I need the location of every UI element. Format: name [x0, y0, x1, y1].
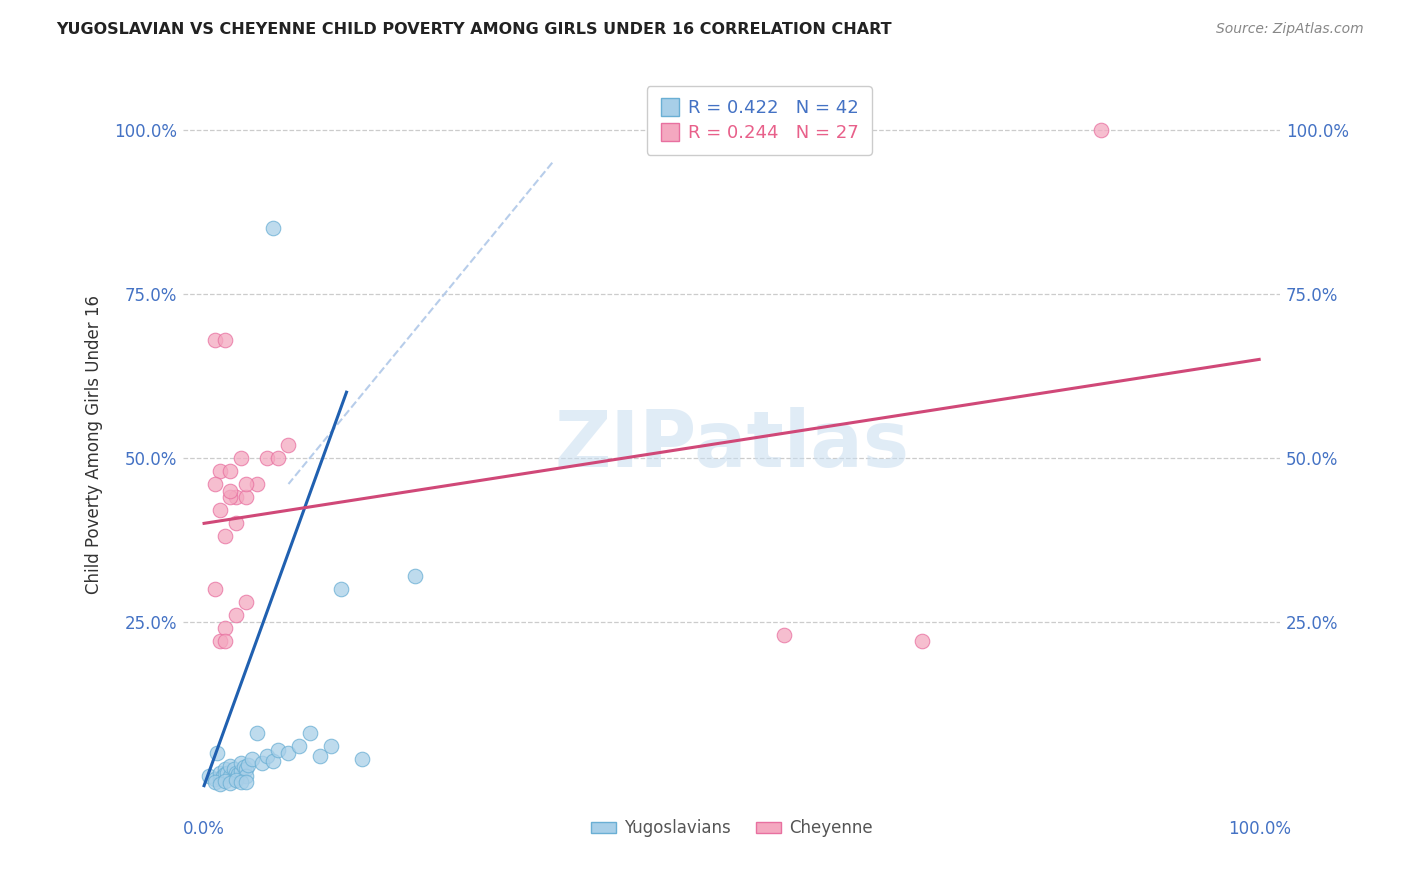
Point [298, 726, 321, 740]
Point [246, 477, 269, 491]
Point [240, 752, 263, 766]
Point [229, 775, 252, 789]
Point [319, 739, 342, 754]
Point [225, 765, 247, 780]
Point [214, 634, 236, 648]
Point [204, 477, 226, 491]
Point [208, 503, 231, 517]
Point [222, 762, 245, 776]
Point [225, 490, 247, 504]
Point [208, 464, 231, 478]
Point [404, 569, 426, 583]
Legend: Yugoslavians, Cheyenne: Yugoslavians, Cheyenne [583, 813, 879, 844]
Point [204, 775, 226, 789]
Point [208, 765, 231, 780]
Point [277, 437, 299, 451]
Point [214, 767, 236, 781]
Point [219, 490, 242, 504]
Point [225, 773, 247, 788]
Point [225, 771, 247, 785]
Point [219, 464, 242, 478]
Point [233, 760, 256, 774]
Point [229, 450, 252, 465]
Point [214, 621, 236, 635]
Point [235, 477, 257, 491]
Point [238, 757, 260, 772]
Point [267, 742, 290, 756]
Point [256, 450, 278, 465]
Point [219, 759, 242, 773]
Point [277, 746, 299, 760]
Text: ZIPatlas: ZIPatlas [554, 407, 910, 483]
Point [226, 767, 249, 781]
Point [235, 774, 257, 789]
Point [235, 769, 257, 783]
Y-axis label: Child Poverty Among Girls Under 16: Child Poverty Among Girls Under 16 [86, 295, 103, 594]
Point [773, 628, 796, 642]
Point [208, 777, 231, 791]
Point [217, 765, 239, 780]
Point [212, 769, 235, 783]
Point [262, 221, 284, 235]
Point [205, 746, 228, 760]
Point [204, 582, 226, 596]
Point [198, 769, 221, 783]
Point [219, 769, 242, 783]
Point [1090, 123, 1112, 137]
Point [309, 749, 332, 764]
Point [208, 771, 231, 785]
Point [256, 749, 278, 764]
Point [235, 595, 257, 609]
Point [229, 756, 252, 770]
Text: Source: ZipAtlas.com: Source: ZipAtlas.com [1216, 22, 1364, 37]
Point [219, 776, 242, 790]
Point [250, 756, 273, 770]
Text: YUGOSLAVIAN VS CHEYENNE CHILD POVERTY AMONG GIRLS UNDER 16 CORRELATION CHART: YUGOSLAVIAN VS CHEYENNE CHILD POVERTY AM… [56, 22, 891, 37]
Point [235, 762, 257, 776]
Point [204, 333, 226, 347]
Point [214, 762, 236, 776]
Point [214, 529, 236, 543]
Point [219, 483, 242, 498]
Point [229, 764, 252, 779]
Point [225, 516, 247, 531]
Point [214, 774, 236, 789]
Point [235, 490, 257, 504]
Point [330, 582, 353, 596]
Point [246, 726, 269, 740]
Point [208, 634, 231, 648]
Point [288, 739, 311, 754]
Point [910, 634, 932, 648]
Point [267, 450, 290, 465]
Point [225, 608, 247, 623]
Point [214, 333, 236, 347]
Point [204, 772, 226, 786]
Point [352, 752, 374, 766]
Point [262, 754, 284, 768]
